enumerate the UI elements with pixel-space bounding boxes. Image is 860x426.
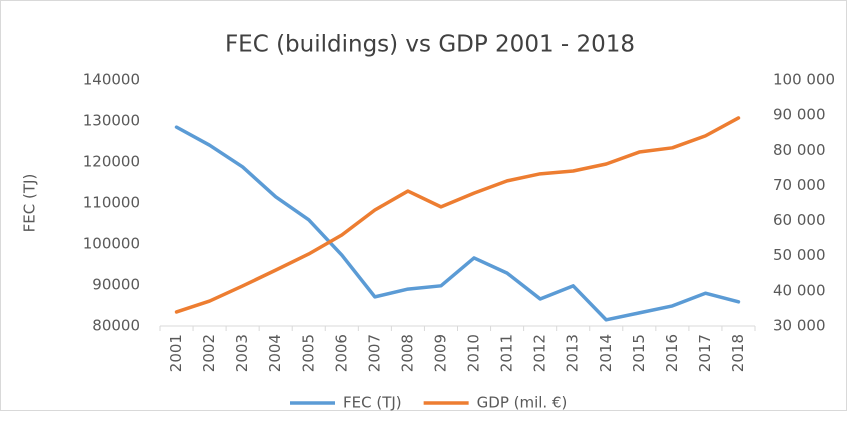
- legend-label: FEC (TJ): [343, 394, 402, 412]
- y2-tick-label: 80 000: [773, 141, 826, 159]
- y2-tick-label: 50 000: [773, 246, 826, 264]
- y2-tick-label: 100 000: [773, 71, 835, 89]
- y2-tick-label: 70 000: [773, 176, 826, 194]
- y-axis-label: FEC (TJ): [21, 174, 39, 233]
- x-tick-label: 2016: [663, 334, 681, 372]
- x-tick-label: 2017: [696, 334, 714, 372]
- y2-tick-label: 60 000: [773, 211, 826, 229]
- x-tick-label: 2013: [564, 334, 582, 372]
- x-tick-label: 2004: [266, 334, 284, 372]
- x-tick-label: 2009: [431, 334, 449, 372]
- x-tick-label: 2015: [630, 334, 648, 372]
- y-tick-label: 130000: [83, 112, 140, 130]
- legend-label: GDP (mil. €): [477, 394, 568, 412]
- x-tick-label: 2007: [365, 334, 383, 372]
- x-tick-label: 2008: [398, 334, 416, 372]
- chart-title: FEC (buildings) vs GDP 2001 - 2018: [225, 32, 635, 58]
- x-tick-label: 2014: [597, 334, 615, 372]
- y-tick-label: 100000: [83, 235, 140, 253]
- chart-frame: [0, 0, 847, 411]
- series-line: [174, 125, 741, 322]
- y-tick-label: 120000: [83, 153, 140, 171]
- y2-tick-label: 30 000: [773, 317, 826, 335]
- y2-tick-label: 90 000: [773, 106, 826, 124]
- x-tick-label: 2005: [299, 334, 317, 372]
- x-tick-label: 2003: [233, 334, 251, 372]
- series-line: [174, 116, 741, 314]
- x-tick-label: 2006: [332, 334, 350, 372]
- y2-tick-label: 40 000: [773, 281, 826, 299]
- x-tick-label: 2010: [465, 334, 483, 372]
- x-tick-label: 2011: [498, 334, 516, 372]
- x-tick-label: 2012: [531, 334, 549, 372]
- x-tick-label: 2001: [167, 334, 185, 372]
- y-tick-label: 80000: [92, 317, 140, 335]
- y-tick-label: 110000: [83, 194, 140, 212]
- y-tick-label: 140000: [83, 71, 140, 89]
- x-tick-label: 2018: [729, 334, 747, 372]
- y-tick-label: 90000: [92, 276, 140, 294]
- x-tick-label: 2002: [200, 334, 218, 372]
